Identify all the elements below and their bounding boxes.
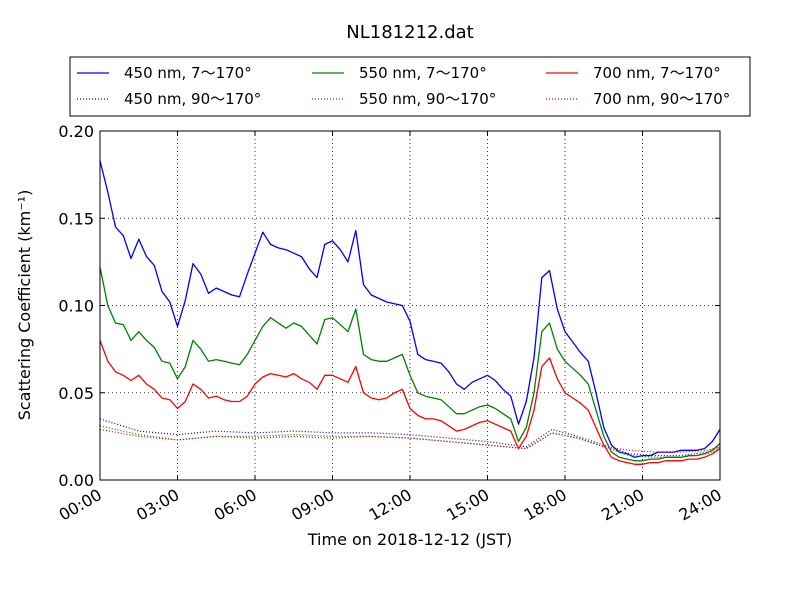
legend-label-2: 550 nm, 7～170° [359, 64, 487, 82]
legend-label-1: 450 nm, 90～170° [124, 90, 261, 108]
series-line-4 [99, 340, 721, 465]
x-tick-label: 15:00 [443, 485, 492, 525]
series-line-5 [99, 428, 721, 453]
legend-label-4: 700 nm, 7～170° [593, 64, 721, 82]
y-axis-label: Scattering Coefficient (km⁻¹) [15, 190, 34, 421]
grid [100, 131, 720, 480]
y-tick-label: 0.00 [58, 471, 94, 490]
y-tick-label: 0.20 [58, 122, 94, 141]
legend: 450 nm, 7～170° 550 nm, 7～170° 700 nm, 7～17… [69, 56, 751, 117]
series-line-0 [99, 160, 721, 458]
series-line-2 [99, 266, 721, 462]
x-axis-label: Time on 2018-12-12 (JST) [307, 530, 512, 549]
series-line-1 [99, 418, 721, 457]
chart-title: NL181212.dat [346, 22, 473, 43]
plot-lines [99, 160, 721, 465]
x-tick-label: 00:00 [56, 485, 105, 525]
y-tick-label: 0.15 [58, 209, 94, 228]
x-tick-label: 09:00 [288, 485, 337, 525]
x-axis-ticks: 00:00 03:00 06:00 09:00 12:00 15:00 18:00 21:00… [56, 131, 725, 525]
series-line-3 [99, 425, 721, 458]
legend-label-5: 700 nm, 90～170° [593, 90, 730, 108]
y-axis-ticks: 0.00 0.05 0.10 0.15 0.20 [58, 122, 720, 490]
x-tick-label: 18:00 [521, 485, 570, 525]
x-tick-label: 06:00 [211, 485, 260, 525]
x-tick-label: 03:00 [133, 485, 182, 525]
legend-box [69, 56, 751, 117]
x-tick-label: 21:00 [598, 485, 647, 525]
legend-label-0: 450 nm, 7～170° [124, 64, 252, 82]
y-tick-label: 0.10 [58, 297, 94, 316]
legend-label-3: 550 nm, 90～170° [359, 90, 496, 108]
y-tick-label: 0.05 [58, 384, 94, 403]
x-tick-label: 24:00 [676, 485, 725, 525]
x-tick-label: 12:00 [366, 485, 415, 525]
